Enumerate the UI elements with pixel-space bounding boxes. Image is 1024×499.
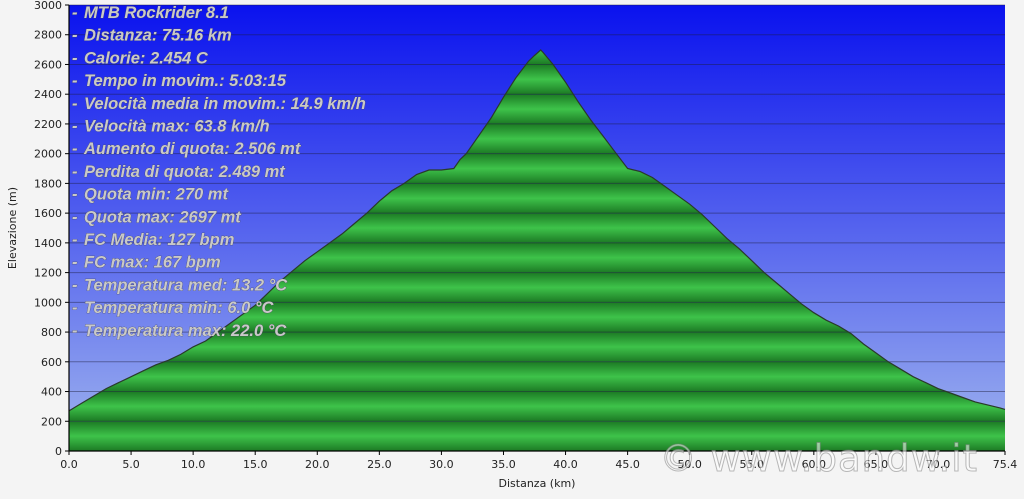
stat-bullet: -	[72, 49, 78, 67]
stat-bullet: -	[72, 163, 78, 181]
stat-line: Temperatura med: 13.2 °C	[84, 276, 288, 294]
x-tick-label: 45.0	[615, 458, 640, 471]
x-tick-label: 40.0	[553, 458, 578, 471]
x-tick-label: 10.0	[181, 458, 206, 471]
elevation-band	[69, 421, 1005, 451]
x-tick-label: 20.0	[305, 458, 330, 471]
y-tick-label: 2800	[34, 29, 62, 42]
x-tick-label: 55.0	[740, 458, 765, 471]
stat-bullet: -	[72, 27, 78, 45]
x-tick-label: 70.0	[926, 458, 951, 471]
stat-line: Perdita di quota: 2.489 mt	[84, 163, 286, 181]
stat-bullet: -	[72, 72, 78, 90]
x-tick-label: 50.0	[677, 458, 702, 471]
stat-line: Distanza: 75.16 km	[84, 27, 232, 45]
y-tick-label: 600	[41, 356, 62, 369]
stat-line: MTB Rockrider 8.1	[84, 4, 229, 22]
stat-line: Temperatura max: 22.0 °C	[84, 322, 287, 340]
x-tick-label: 0.0	[60, 458, 78, 471]
stat-bullet: -	[72, 231, 78, 249]
stat-line: Velocità media in movim.: 14.9 km/h	[84, 95, 366, 113]
stat-line: Aumento di quota: 2.506 mt	[83, 140, 302, 158]
y-tick-label: 2600	[34, 58, 62, 71]
stat-bullet: -	[72, 118, 78, 136]
stat-line: FC Media: 127 bpm	[84, 231, 234, 249]
x-tick-label: 35.0	[491, 458, 516, 471]
y-tick-label: 200	[41, 415, 62, 428]
elevation-outline	[68, 49, 1006, 412]
stat-line: FC max: 167 bpm	[84, 254, 221, 272]
ride-stats: - MTB Rockrider 8.1- Distanza: 75.16 km- Ca…	[72, 4, 366, 340]
stat-line: Temperatura min: 6.0 °C	[84, 299, 274, 317]
stat-line: Quota max: 2697 mt	[84, 208, 242, 226]
stat-line: Quota min: 270 mt	[84, 186, 229, 204]
y-tick-label: 800	[41, 326, 62, 339]
y-tick-label: 2000	[34, 148, 62, 161]
stat-bullet: -	[72, 208, 78, 226]
y-axis-title: Elevazione (m)	[6, 187, 19, 269]
x-tick-label: 30.0	[429, 458, 454, 471]
stat-bullet: -	[72, 254, 78, 272]
y-tick-label: 1000	[34, 296, 62, 309]
stat-bullet: -	[72, 322, 78, 340]
stat-bullet: -	[72, 299, 78, 317]
y-axis-ticks: 0 200 400 600 800 1000 1200 1400 1600 1800 2000 220…	[34, 0, 69, 458]
y-tick-label: 400	[41, 386, 62, 399]
x-tick-label: 5.0	[122, 458, 140, 471]
stat-bullet: -	[72, 140, 78, 158]
x-axis-ticks: 0.0 5.0 10.0 15.0 20.0 25.0 30.0 35.0 40.0 45.0 50…	[60, 451, 1017, 471]
watermark: © www.bandw.it	[660, 437, 978, 480]
x-tick-label: 65.0	[864, 458, 889, 471]
x-tick-label: 75.4	[993, 458, 1018, 471]
elevation-band	[69, 361, 1005, 392]
y-tick-label: 1400	[34, 237, 62, 250]
stat-line: Velocità max: 63.8 km/h	[84, 118, 270, 136]
y-tick-label: 2200	[34, 118, 62, 131]
x-tick-label: 15.0	[243, 458, 268, 471]
x-tick-label: 25.0	[367, 458, 392, 471]
y-tick-label: 3000	[34, 0, 62, 12]
y-tick-label: 0	[55, 445, 62, 458]
elevation-band	[69, 332, 1005, 362]
stat-bullet: -	[72, 186, 78, 204]
stat-bullet: -	[72, 95, 78, 113]
stat-bullet: -	[72, 276, 78, 294]
x-tick-label: 60.0	[802, 458, 827, 471]
stat-line: Calorie: 2.454 C	[84, 49, 209, 67]
y-tick-label: 1800	[34, 177, 62, 190]
x-axis-title: Distanza (km)	[499, 477, 576, 490]
y-tick-label: 1600	[34, 207, 62, 220]
y-tick-label: 2400	[34, 88, 62, 101]
elevation-band	[69, 391, 1005, 422]
y-tick-label: 1200	[34, 267, 62, 280]
stat-bullet: -	[72, 4, 78, 22]
stat-line: Tempo in movim.: 5:03:15	[84, 72, 287, 90]
